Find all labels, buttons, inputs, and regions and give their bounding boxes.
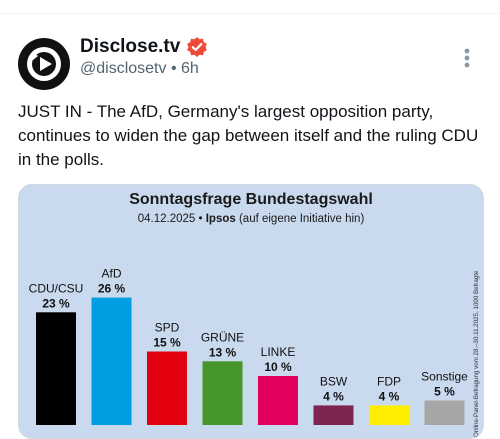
bar-value-label: 4 % (323, 389, 344, 403)
chart-source: Ipsos (205, 213, 236, 225)
bar-grüne (202, 361, 243, 425)
bar-category-label: GRÜNE (201, 330, 244, 344)
chart-note: (auf eigene Initiative hin) (238, 213, 365, 225)
bar-value-label: 5 % (434, 385, 455, 399)
bar-sonstige (424, 400, 465, 425)
more-options-icon[interactable] (456, 46, 478, 70)
chart-date: 04.12.2025 (137, 213, 196, 225)
bar-category-label: LINKE (261, 345, 296, 359)
chart-side-note-container: Online-Panel-Befragung vom 28.–30.11.202… (473, 270, 480, 437)
bar-spd (147, 351, 187, 425)
chart-title: Sonntagsfrage Bundestagswahl (129, 191, 373, 208)
bar-category-label: BSW (320, 374, 348, 388)
bar-value-label: 10 % (264, 360, 292, 374)
post-time[interactable]: 6h (181, 60, 199, 77)
bar-category-label: FDP (377, 374, 401, 388)
chart-image-card[interactable]: Sonntagsfrage Bundestagswahl 04.12.2025 … (18, 184, 484, 439)
avatar[interactable] (18, 38, 70, 90)
bar-category-label: SPD (155, 321, 180, 335)
tweet-text: JUST IN - The AfD, Germany's largest opp… (18, 102, 479, 169)
bar-bsw (313, 405, 354, 425)
bar-value-label: 4 % (379, 389, 400, 403)
bar-value-label: 23 % (42, 296, 70, 310)
bar-value-label: 26 % (98, 282, 126, 296)
author-row: Disclose.tv (80, 36, 208, 58)
author-name[interactable]: Disclose.tv (80, 36, 181, 57)
bar-fdp (369, 405, 409, 425)
handle-row: @disclosetv • 6h (80, 60, 199, 78)
disclose-logo-icon (27, 47, 61, 81)
bar-cdu-csu (36, 312, 76, 425)
chart-subtitle-separator: • (198, 213, 203, 225)
author-handle[interactable]: @disclosetv (80, 60, 167, 77)
bar-category-label: AfD (101, 267, 121, 281)
bar-value-label: 15 % (153, 336, 181, 350)
bar-afd (91, 297, 132, 425)
previous-post-divider (0, 0, 500, 14)
bar-category-label: Sonstige (421, 370, 468, 384)
bar-category-label: CDU/CSU (29, 281, 84, 295)
bar-linke (258, 376, 298, 425)
separator-dot: • (170, 60, 177, 77)
chart-side-note: Online-Panel-Befragung vom 28.–30.11.202… (473, 270, 480, 437)
chart-subtitle: 04.12.2025 • Ipsos (auf eigene Initiativ… (19, 213, 483, 225)
verified-badge-icon (187, 37, 208, 57)
bar-value-label: 13 % (209, 345, 237, 359)
bar-chart: 23 %CDU/CSU 26 %AfD 15 %SPD 13 %GRÜNE 10 %LI… (29, 267, 468, 425)
